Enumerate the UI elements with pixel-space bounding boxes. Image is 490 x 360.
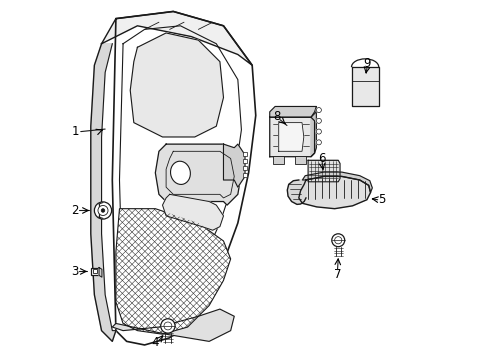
Circle shape [95,202,112,219]
Polygon shape [270,107,317,117]
Bar [243,173,247,177]
Text: 6: 6 [318,152,326,165]
Polygon shape [163,194,223,230]
Polygon shape [223,144,245,187]
Text: 1: 1 [71,125,79,138]
Polygon shape [91,44,116,341]
Polygon shape [299,176,370,209]
Circle shape [317,108,321,113]
Polygon shape [308,160,340,182]
Polygon shape [116,209,231,334]
Polygon shape [130,33,223,137]
Circle shape [332,234,344,247]
Text: 7: 7 [334,268,341,281]
Text: 4: 4 [151,336,158,348]
Bar [295,156,306,164]
Polygon shape [155,144,242,205]
Polygon shape [112,12,256,345]
Text: 3: 3 [72,265,79,278]
Polygon shape [302,172,372,193]
Circle shape [98,206,108,216]
Text: 8: 8 [273,110,281,123]
Bar [243,159,247,163]
Polygon shape [311,107,317,157]
Bar [243,166,247,170]
Text: 5: 5 [378,193,386,206]
Polygon shape [287,180,306,204]
Polygon shape [279,123,304,151]
Text: 2: 2 [71,204,79,217]
Bar [93,270,97,273]
Circle shape [101,209,105,212]
Circle shape [317,129,321,134]
Text: 9: 9 [363,57,370,70]
Circle shape [317,118,321,123]
Bar [273,156,284,164]
Polygon shape [351,67,379,107]
Polygon shape [270,117,315,157]
Circle shape [164,322,172,330]
Bar [91,267,99,275]
Circle shape [317,140,321,145]
Polygon shape [112,309,234,341]
Bar [243,152,247,156]
Polygon shape [101,12,252,65]
Circle shape [335,237,342,244]
Polygon shape [99,267,102,277]
Circle shape [161,319,175,333]
Ellipse shape [171,161,191,184]
